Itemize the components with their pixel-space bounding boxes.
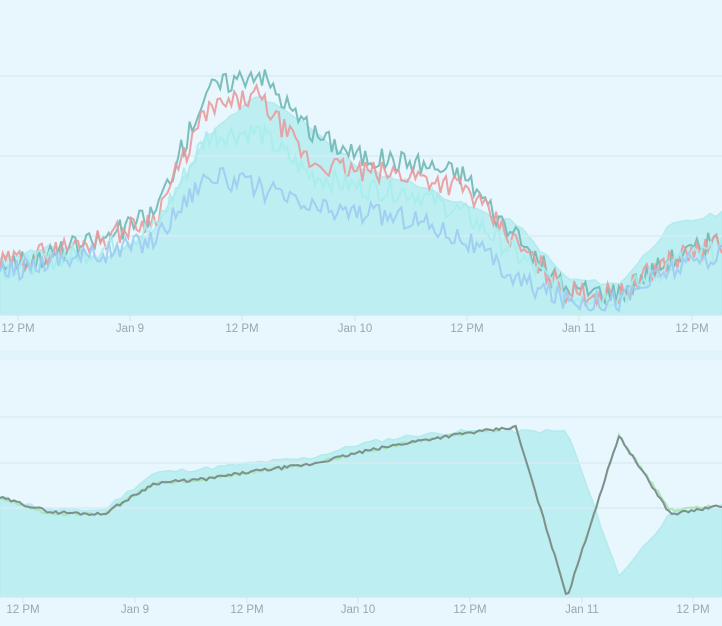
- line-series-blue: [0, 167, 722, 313]
- x-tick-label: Jan 10: [340, 604, 376, 616]
- x-tick-label: Jan 9: [120, 604, 150, 616]
- x-tick-label: 12 PM: [676, 604, 710, 616]
- x-tick-label: Jan 9: [115, 323, 145, 335]
- x-tick-label: 12 PM: [675, 323, 709, 335]
- area-series: [0, 428, 722, 598]
- x-tick-label: 12 PM: [6, 604, 40, 616]
- line-series-teal: [0, 69, 722, 306]
- x-tick-label: Jan 11: [565, 604, 599, 616]
- x-tick-label: 12 PM: [453, 604, 487, 616]
- top-chart: 12 PM Jan 9 12 PM Jan 10 12 PM Jan 11 12 PM: [0, 69, 722, 335]
- area-series: [0, 95, 722, 316]
- x-tick-label: 12 PM: [225, 323, 259, 335]
- x-tick-label: 12 PM: [230, 604, 264, 616]
- chart-separator: [0, 350, 722, 360]
- x-tick-label: 12 PM: [450, 323, 484, 335]
- x-tick-label: Jan 10: [337, 323, 373, 335]
- line-series-red: [0, 82, 722, 308]
- x-tick-label: 12 PM: [1, 323, 35, 335]
- bottom-chart-plot: [0, 416, 722, 603]
- line-series-dark: [0, 424, 722, 596]
- x-tick-label: Jan 11: [562, 323, 596, 335]
- top-chart-plot: [0, 69, 722, 321]
- bottom-chart: 12 PM Jan 9 12 PM Jan 10 12 PM Jan 11 12 PM: [0, 345, 722, 626]
